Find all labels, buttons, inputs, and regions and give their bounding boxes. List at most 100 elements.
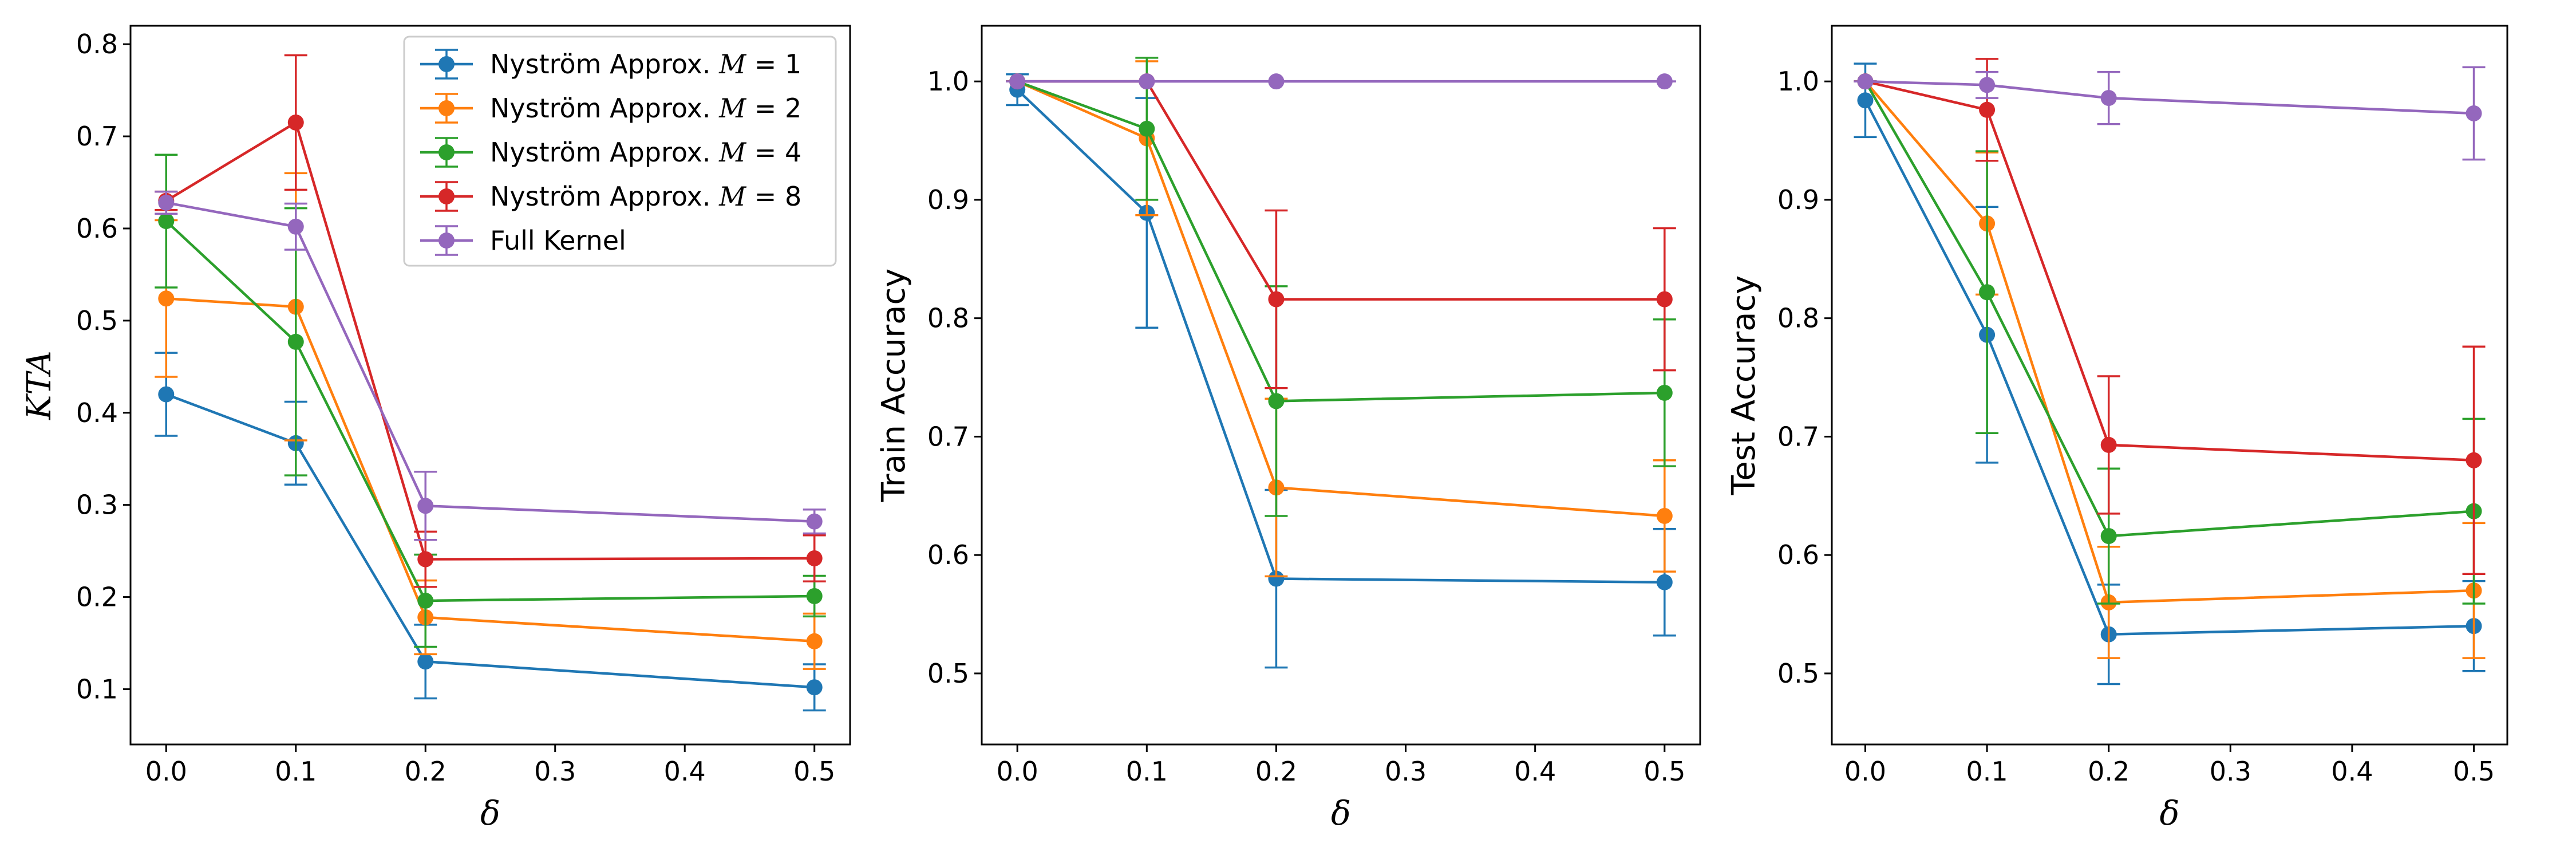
y-tick-label: 0.1 <box>76 673 118 704</box>
x-axis-label: δ <box>1331 794 1351 833</box>
data-point <box>1857 92 1874 109</box>
legend-label-prefix: Nyström Approx. <box>490 49 719 80</box>
series-line <box>165 120 815 561</box>
series-line <box>165 201 815 523</box>
data-point <box>1979 284 1996 301</box>
x-tick-label: 0.4 <box>2331 756 2373 787</box>
data-point <box>806 513 823 530</box>
y-axis-label: Test Accuracy <box>1725 275 1763 496</box>
axes-frame <box>1831 25 2508 746</box>
data-point <box>2100 528 2117 545</box>
x-tick-label: 0.5 <box>1643 756 1685 787</box>
y-tick-label: 0.6 <box>1777 539 1819 570</box>
legend-label-prefix: Nyström Approx. <box>490 93 719 124</box>
axes-frame <box>981 25 1701 746</box>
data-point <box>1139 73 1155 90</box>
series-2 <box>1854 73 2486 659</box>
series-5 <box>155 190 826 541</box>
legend: Nyström Approx. M = 1 Nyström Approx. M =… <box>403 36 837 267</box>
data-point <box>417 551 434 568</box>
y-axis-label: Train Accuracy <box>875 269 912 503</box>
y-axis-label: KTA <box>19 350 58 420</box>
data-point <box>806 633 823 649</box>
x-tick-label: 0.1 <box>1966 756 2008 787</box>
data-point <box>2466 452 2482 468</box>
series-line <box>1864 100 2474 636</box>
data-point <box>1268 570 1285 587</box>
legend-entry: Nyström Approx. M = 4 <box>420 137 801 168</box>
data-point <box>1979 77 1996 93</box>
legend-handle-marker <box>438 188 455 204</box>
series-1 <box>155 352 826 712</box>
x-tick-label: 0.3 <box>534 756 576 787</box>
data-point <box>1656 291 1673 308</box>
legend-handle-marker <box>438 233 455 249</box>
x-tick-label: 0.5 <box>2453 756 2495 787</box>
x-axis-label: δ <box>2160 794 2180 833</box>
data-point <box>1268 73 1285 90</box>
data-point <box>806 679 823 696</box>
data-point <box>417 498 434 514</box>
legend-label: Nyström Approx. M = 2 <box>490 93 801 124</box>
legend-label-value: = 8 <box>746 181 801 212</box>
series-line <box>1864 80 2474 462</box>
data-point <box>2466 105 2482 121</box>
series-line <box>166 297 815 643</box>
y-tick-label: 0.5 <box>1777 658 1819 689</box>
x-tick-label: 0.0 <box>997 756 1038 787</box>
x-tick-label: 0.3 <box>2210 756 2251 787</box>
legend-handle-marker <box>438 56 455 72</box>
data-point <box>806 550 823 566</box>
data-point <box>417 653 434 670</box>
legend-label: Nyström Approx. M = 4 <box>490 137 801 168</box>
kta-panel: 0.0 0.1 0.2 0.3 0.4 0.5 0.1 0.2 0.3 0.4 0.5 0.6 0.7 0… <box>19 25 851 833</box>
data-point <box>1857 73 1874 90</box>
legend-box <box>403 36 837 267</box>
series-line <box>165 220 815 602</box>
data-point <box>1139 120 1155 137</box>
series-1 <box>1006 73 1676 669</box>
legend-entry: Nyström Approx. M = 2 <box>420 93 801 124</box>
legend-label-prefix: Full Kernel <box>490 225 626 256</box>
data-point <box>287 218 304 235</box>
data-point <box>1656 507 1673 524</box>
test-accuracy-panel: 0.0 0.1 0.2 0.3 0.4 0.5 0.5 0.6 0.7 0.8 0.9 1.0 δ Tes… <box>1725 25 2508 833</box>
y-tick-label: 0.7 <box>76 121 118 152</box>
data-point <box>806 588 823 604</box>
y-tick-label: 1.0 <box>1777 66 1819 97</box>
y-tick-label: 0.8 <box>927 303 969 334</box>
legend-label-value: = 1 <box>746 49 801 80</box>
series-line <box>1017 80 1665 301</box>
y-tick-label: 0.3 <box>76 490 118 521</box>
y-tick-label: 0.4 <box>76 397 118 428</box>
x-tick-label: 0.0 <box>145 756 187 787</box>
data-point <box>287 114 304 131</box>
data-point <box>158 386 175 403</box>
y-tick-label: 0.7 <box>1777 421 1819 452</box>
series-2 <box>1006 60 1676 578</box>
legend-label: Nyström Approx. M = 8 <box>490 181 801 212</box>
train-accuracy-panel: 0.0 0.1 0.2 0.3 0.4 0.5 0.5 0.6 0.7 0.8 0.9 1.0 δ Tra… <box>875 25 1701 833</box>
legend-label-prefix: Nyström Approx. <box>490 137 719 168</box>
data-point <box>158 290 175 307</box>
legend-label: Nyström Approx. M = 1 <box>490 49 801 80</box>
y-tick-label: 0.5 <box>927 658 969 689</box>
axes-frame <box>129 25 851 746</box>
data-point <box>287 333 304 350</box>
legend-label: Full Kernel <box>490 225 626 256</box>
x-tick-label: 0.1 <box>1126 756 1168 787</box>
data-point <box>2100 90 2117 107</box>
y-tick-label: 0.8 <box>1777 303 1819 334</box>
data-point <box>158 194 175 211</box>
data-point <box>1656 73 1673 90</box>
y-tick-label: 1.0 <box>927 66 969 97</box>
legend-label-prefix: Nyström Approx. <box>490 181 719 212</box>
x-tick-label: 0.1 <box>275 756 317 787</box>
series-4 <box>1854 58 2486 576</box>
x-tick-label: 0.2 <box>405 756 447 787</box>
y-tick-label: 0.9 <box>1777 184 1819 215</box>
series-line <box>1864 80 2474 604</box>
data-point <box>1009 73 1026 90</box>
x-tick-label: 0.4 <box>664 756 706 787</box>
